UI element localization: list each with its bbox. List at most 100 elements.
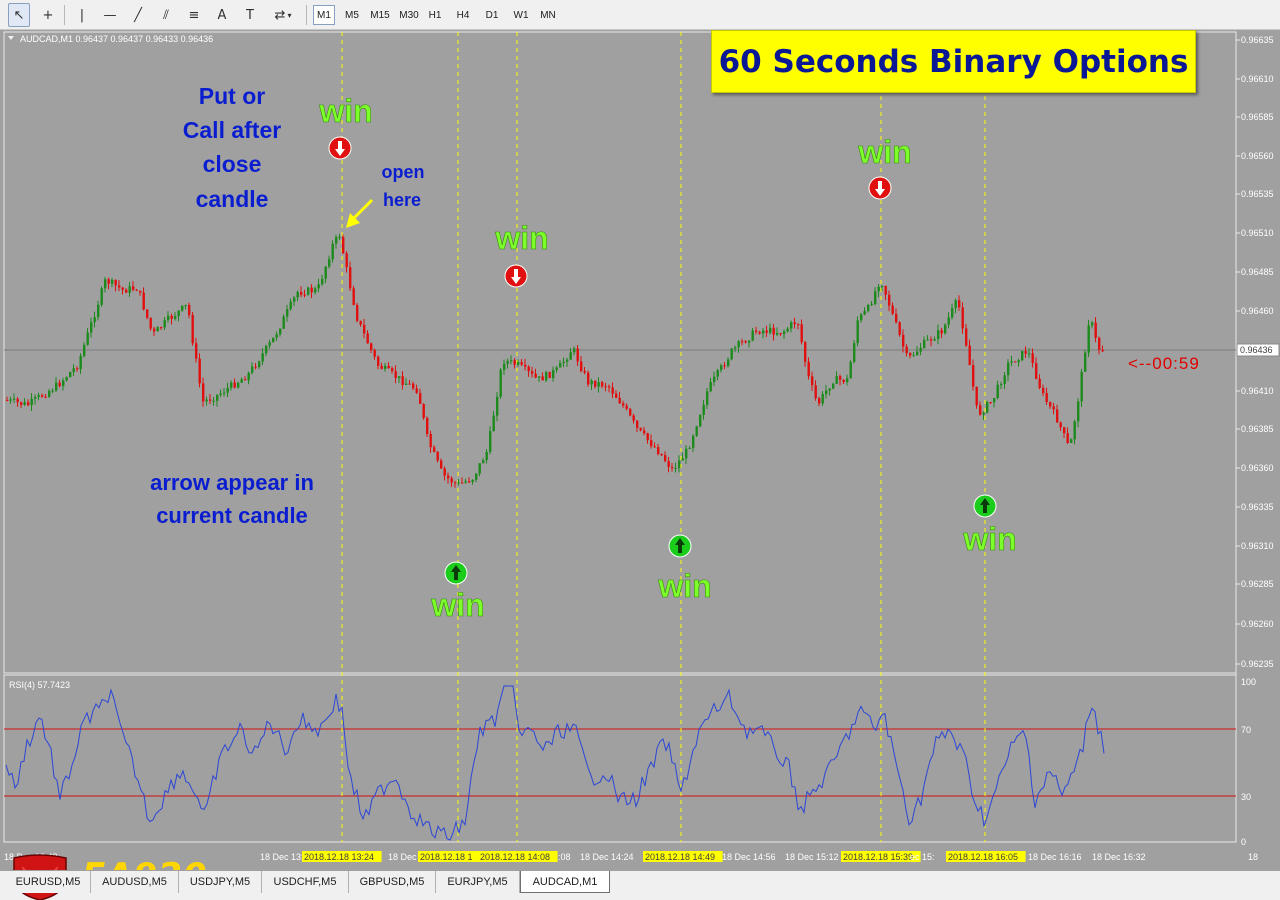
timeframe-m30-button[interactable]: M30: [399, 9, 419, 21]
candle-body: [247, 372, 250, 381]
timeframe-d1-button[interactable]: D1: [485, 9, 499, 21]
timeframe-mn-button[interactable]: MN: [540, 9, 556, 21]
candle-body: [898, 322, 901, 335]
candle-body: [184, 304, 187, 306]
candle-body: [13, 398, 16, 400]
candle-body: [321, 278, 324, 285]
candle-body: [268, 342, 271, 346]
candle-body: [860, 314, 863, 321]
symbol-tab[interactable]: EURJPY,M5: [436, 871, 520, 893]
candle-body: [1049, 402, 1052, 407]
candle-body: [832, 383, 835, 389]
candle-body: [842, 379, 845, 383]
arrow-head-icon: [346, 213, 360, 228]
candle-body: [212, 400, 215, 402]
candle-body: [272, 337, 275, 343]
candle-body: [611, 387, 614, 394]
timeframe-m15-button[interactable]: M15: [370, 9, 390, 21]
candle-body: [646, 433, 649, 441]
candle-body: [401, 376, 404, 385]
fibonacci-tool-button[interactable]: ≡: [183, 3, 205, 27]
symbol-tab[interactable]: EURUSD,M5: [6, 871, 91, 893]
chart-window[interactable]: AUDCAD,M1 0.96437 0.96437 0.96433 0.9643…: [0, 30, 1280, 900]
candle-body: [1087, 325, 1090, 353]
candle-body: [1017, 360, 1020, 363]
timeframe-h1-button[interactable]: H1: [428, 9, 442, 21]
text-label-tool-button[interactable]: T: [239, 3, 261, 27]
candle-body: [1066, 433, 1069, 443]
candle-body: [335, 236, 338, 244]
candle-body: [244, 379, 247, 381]
arrow-note: arrow appear in: [150, 470, 314, 495]
candle-body: [786, 328, 789, 332]
candle-body: [156, 327, 159, 332]
candle-body: [107, 279, 110, 284]
candle-body: [275, 334, 278, 338]
time-axis-label: 18 Dec 13:: [260, 852, 304, 862]
candle-body: [41, 395, 44, 397]
candle-body: [58, 382, 61, 387]
candle-body: [667, 461, 670, 467]
win-label: win: [318, 93, 372, 129]
candle-body: [170, 315, 173, 319]
horizontal-line-tool-button[interactable]: —: [99, 3, 121, 27]
symbol-tab[interactable]: USDCHF,M5: [262, 871, 349, 893]
cursor-tool-button[interactable]: ↖: [8, 3, 30, 27]
candle-body: [363, 324, 366, 334]
candle-body: [205, 399, 208, 402]
candle-body: [342, 236, 345, 254]
candle-body: [618, 397, 621, 404]
candle-body: [27, 402, 30, 406]
buy-signal-icon: [973, 494, 997, 518]
symbol-tab[interactable]: USDJPY,M5: [179, 871, 262, 893]
crosshair-tool-button[interactable]: +: [37, 3, 59, 27]
candle-body: [601, 382, 604, 387]
arrows-tool-button[interactable]: ⇄ ▾: [267, 3, 299, 27]
candle-body: [699, 414, 702, 427]
time-axis-label: 2018.12.18 13:24: [304, 852, 374, 862]
channel-tool-button[interactable]: ⫽: [155, 3, 177, 27]
candle-body: [160, 327, 163, 329]
candle-body: [422, 403, 425, 418]
symbol-tab[interactable]: AUDUSD,M5: [91, 871, 179, 893]
time-axis-label: 18 Dec 16:32: [1092, 852, 1146, 862]
candle-body: [62, 380, 65, 387]
candle-body: [468, 481, 471, 483]
candle-body: [230, 382, 233, 388]
candle-body: [853, 343, 856, 362]
candle-body: [485, 451, 488, 461]
timeframe-h4-button[interactable]: H4: [456, 9, 470, 21]
candle-body: [90, 322, 93, 333]
vertical-line-tool-button[interactable]: |: [71, 3, 93, 27]
rsi-level-label: 100: [1241, 677, 1256, 687]
candle-body: [636, 420, 639, 428]
time-marker-highlight: [946, 851, 1026, 862]
symbol-tab[interactable]: GBPUSD,M5: [349, 871, 436, 893]
candle-body: [580, 361, 583, 372]
horizontal-line-icon: —: [103, 7, 117, 23]
timeframe-w1-button[interactable]: W1: [513, 9, 529, 21]
candle-body: [664, 455, 667, 462]
trendline-tool-button[interactable]: ╱: [127, 3, 149, 27]
candle-body: [219, 393, 222, 395]
candle-body: [790, 322, 793, 329]
candle-body: [1031, 353, 1034, 364]
timeframe-m5-button[interactable]: M5: [345, 9, 359, 21]
symbol-tab[interactable]: AUDCAD,M1: [520, 871, 610, 893]
candle-body: [153, 328, 156, 332]
candle-body: [188, 304, 191, 316]
open-here-note: open: [382, 162, 425, 182]
candle-body: [961, 307, 964, 329]
candle-body: [524, 364, 527, 367]
current-price-label: 0.96436: [1240, 345, 1273, 355]
candle-body: [55, 382, 58, 391]
time-axis-label: 2018.12.18 16:05: [948, 852, 1018, 862]
text-tool-button[interactable]: A: [211, 3, 233, 27]
timeframe-m1-button[interactable]: M1: [313, 5, 335, 25]
candle-body: [6, 400, 9, 401]
candle-body: [202, 383, 205, 402]
candle-body: [730, 348, 733, 360]
candle-body: [265, 345, 268, 354]
candle-body: [240, 379, 243, 383]
candle-body: [1007, 362, 1010, 376]
